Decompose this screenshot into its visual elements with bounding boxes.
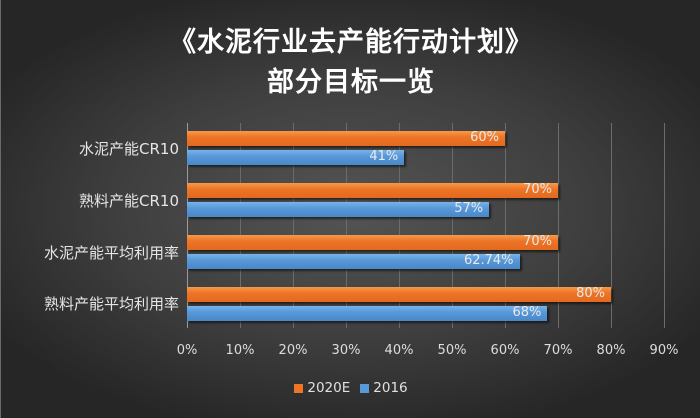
gridline [452, 123, 453, 328]
gridline [293, 123, 294, 328]
chart-subtitle: 部分目标一览 [267, 67, 435, 98]
gridline [240, 123, 241, 328]
category-label: 水泥产能CR10 [79, 140, 179, 158]
gridline [558, 123, 559, 328]
category-label: 水泥产能平均利用率 [43, 244, 179, 262]
bar-value-label: 70% [523, 182, 552, 197]
x-tick-label: 60% [490, 343, 520, 358]
x-tick-label: 70% [543, 343, 573, 358]
bar-2016: 68% [187, 305, 548, 321]
gridline [505, 123, 506, 328]
legend-swatch-blue [360, 383, 370, 393]
bar-2020e: 80% [187, 286, 611, 302]
chart-title: 《水泥行业去产能行动计划》 [169, 27, 533, 58]
legend-swatch-orange [294, 383, 304, 393]
bar-2016: 62.74% [187, 253, 520, 269]
bar-value-label: 62.74% [463, 253, 514, 268]
legend-label: 2016 [373, 380, 408, 396]
category-label: 熟料产能平均利用率 [43, 295, 179, 313]
bar-2020e: 70% [187, 182, 558, 198]
x-tick-label: 30% [331, 343, 361, 358]
x-tick-label: 80% [596, 343, 626, 358]
bar-value-label: 68% [512, 305, 542, 320]
bar-value-label: 70% [523, 234, 552, 249]
bar-value-label: 60% [470, 130, 499, 145]
x-tick-label: 20% [278, 343, 308, 358]
bar-2020e: 70% [187, 234, 558, 250]
y-axis-line [187, 123, 188, 328]
gridline [611, 123, 612, 328]
x-tick-label: 0% [176, 343, 198, 358]
gridline [399, 123, 400, 328]
bar-value-label: 57% [454, 201, 484, 216]
x-tick-label: 10% [225, 343, 255, 358]
bar-2016: 57% [187, 201, 490, 217]
gridline [664, 123, 665, 328]
x-tick-label: 50% [437, 343, 467, 358]
legend: 2020E 2016 [1, 380, 700, 396]
gridline [346, 123, 347, 328]
legend-item-2020e[interactable]: 2020E [294, 380, 350, 396]
bar-value-label: 41% [369, 149, 399, 164]
x-tick-label: 90% [649, 343, 679, 358]
category-label: 熟料产能CR10 [79, 192, 179, 210]
bar-value-label: 80% [576, 286, 605, 301]
legend-label: 2020E [307, 380, 351, 396]
bar-2016: 41% [187, 149, 405, 165]
legend-item-2016[interactable]: 2016 [360, 380, 408, 396]
bar-2020e: 60% [187, 130, 505, 146]
x-tick-label: 40% [384, 343, 414, 358]
